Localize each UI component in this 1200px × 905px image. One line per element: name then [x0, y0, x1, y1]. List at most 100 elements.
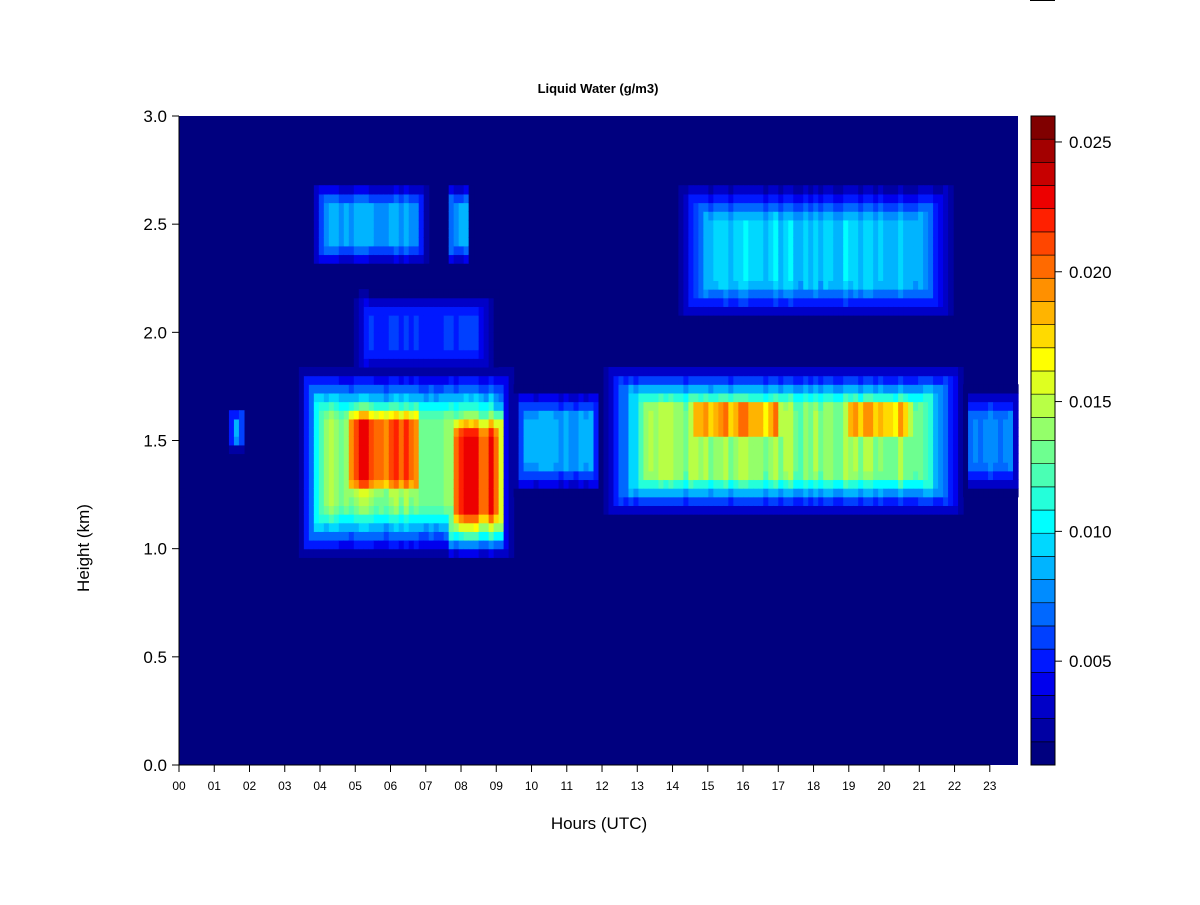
heatmap-cell — [403, 237, 410, 247]
heatmap-cell — [458, 219, 465, 230]
heatmap-cell — [923, 496, 929, 506]
heatmap-cell — [958, 479, 964, 489]
heatmap-cell — [1003, 392, 1009, 403]
heatmap-cell — [313, 488, 320, 498]
heatmap-cell — [823, 185, 829, 195]
heatmap-cell — [608, 410, 615, 420]
heatmap-cell — [938, 254, 944, 264]
heatmap-cell — [448, 392, 455, 403]
heatmap-cell — [408, 306, 415, 316]
heatmap-cell — [918, 254, 924, 264]
heatmap-cell — [878, 297, 884, 307]
heatmap-cell — [898, 453, 904, 463]
heatmap-cell — [303, 427, 310, 437]
heatmap-cell — [913, 444, 919, 455]
heatmap-cell — [418, 245, 425, 256]
heatmap-cell — [618, 505, 625, 515]
heatmap-cell — [458, 514, 465, 524]
heatmap-cell — [853, 263, 859, 273]
heatmap-cell — [348, 228, 355, 238]
heatmap-cell — [468, 453, 475, 463]
heatmap-cell — [378, 289, 385, 299]
heatmap-cell — [443, 444, 450, 455]
heatmap-cell — [908, 444, 914, 455]
heatmap-cell — [358, 392, 365, 403]
heatmap-cell — [388, 332, 395, 342]
heatmap-cell — [943, 219, 949, 230]
heatmap-cell — [383, 315, 390, 325]
heatmap-cell — [418, 323, 425, 333]
heatmap-cell — [743, 470, 749, 481]
heatmap-cell — [518, 384, 525, 394]
heatmap-cell — [838, 263, 844, 273]
heatmap-cell — [853, 384, 859, 394]
heatmap-cell — [813, 453, 819, 463]
heatmap-cell — [793, 211, 799, 221]
heatmap-cell — [588, 410, 595, 420]
heatmap-cell — [783, 254, 789, 264]
heatmap-cell — [458, 193, 465, 204]
heatmap-cell — [418, 462, 425, 472]
heatmap-cell — [928, 219, 934, 230]
heatmap-cell — [318, 444, 325, 455]
heatmap-cell — [803, 228, 809, 238]
heatmap-cell — [363, 418, 370, 429]
heatmap-cell — [328, 254, 335, 264]
heatmap-cell — [678, 444, 684, 455]
heatmap-cell — [323, 410, 330, 420]
heatmap-cell — [683, 193, 689, 204]
heatmap-cell — [343, 375, 350, 385]
heatmap-cell — [368, 514, 375, 524]
heatmap-cell — [538, 470, 545, 481]
heatmap-cell — [573, 401, 580, 411]
heatmap-cell — [778, 427, 784, 437]
heatmap-cell — [723, 219, 729, 230]
heatmap-cell — [593, 392, 600, 403]
heatmap-cell — [423, 211, 430, 221]
heatmap-cell — [903, 479, 909, 489]
heatmap-cell — [498, 470, 505, 481]
heatmap-cell — [358, 297, 365, 307]
heatmap-cell — [833, 496, 839, 506]
heatmap-cell — [748, 496, 754, 506]
heatmap-cell — [813, 228, 819, 238]
heatmap-cell — [838, 202, 844, 212]
heatmap-cell — [473, 401, 480, 411]
heatmap-cell — [678, 479, 684, 489]
heatmap-cell — [543, 436, 550, 446]
heatmap-cell — [573, 427, 580, 437]
heatmap-cell — [398, 522, 405, 532]
colorbar-band — [1030, 718, 1056, 743]
heatmap-cell — [393, 514, 400, 524]
heatmap-cell — [833, 444, 839, 455]
heatmap-cell — [383, 289, 390, 299]
heatmap-cell — [333, 228, 340, 238]
heatmap-cell — [563, 479, 570, 489]
heatmap-cell — [1008, 479, 1014, 489]
heatmap-cell — [688, 384, 694, 394]
heatmap-cell — [298, 496, 305, 506]
heatmap-cell — [988, 436, 994, 446]
heatmap-cell — [368, 306, 375, 316]
colorbar-tick-label: 0.025 — [1069, 133, 1112, 152]
heatmap-cell — [753, 488, 759, 498]
heatmap-cell — [998, 436, 1004, 446]
heatmap-cell — [458, 289, 465, 299]
heatmap-cell — [318, 479, 325, 489]
heatmap-cell — [953, 427, 959, 437]
heatmap-cell — [418, 349, 425, 359]
heatmap-cell — [593, 384, 600, 394]
heatmap-cell — [338, 514, 345, 524]
heatmap-cell — [858, 219, 864, 230]
heatmap-cell — [738, 479, 744, 489]
heatmap-cell — [828, 436, 834, 446]
heatmap-cell — [608, 384, 615, 394]
heatmap-cell — [763, 366, 769, 377]
heatmap-cell — [378, 306, 385, 316]
heatmap-cell — [758, 254, 764, 264]
heatmap-cell — [903, 193, 909, 204]
heatmap-cell — [368, 427, 375, 437]
heatmap-cell — [548, 427, 555, 437]
heatmap-cell — [468, 384, 475, 394]
heatmap-cell — [348, 254, 355, 264]
